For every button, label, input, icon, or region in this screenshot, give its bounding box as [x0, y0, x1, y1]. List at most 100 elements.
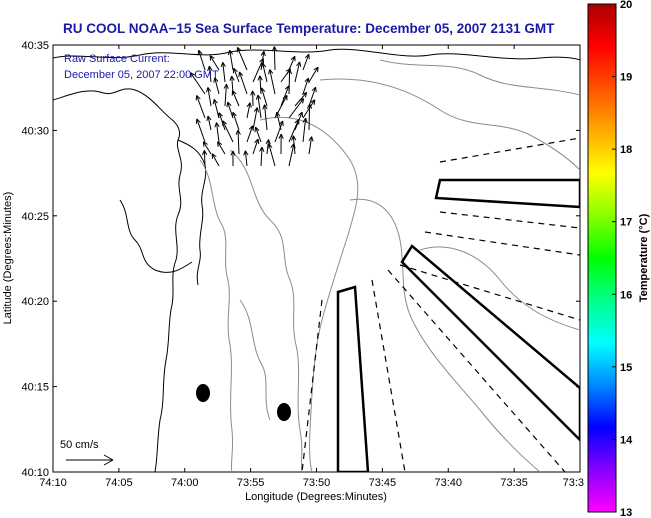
current-vector-arrow — [250, 90, 256, 107]
current-vector-arrow — [212, 99, 220, 119]
current-vector-arrow — [243, 150, 249, 167]
current-vector-arrow — [206, 115, 212, 131]
y-tick-label: 40:30 — [21, 125, 49, 137]
current-vector-arrow — [217, 141, 226, 155]
current-vector-arrow — [238, 71, 248, 95]
current-vector-arrow — [246, 125, 254, 143]
current-vector-arrow — [195, 95, 206, 119]
colorbar — [587, 3, 617, 513]
bathymetry-contour — [259, 116, 359, 472]
map-plot-area — [52, 44, 581, 473]
current-vector-arrow — [223, 83, 229, 107]
bathymetry-contour — [199, 159, 234, 472]
current-vector-arrow — [255, 94, 262, 119]
y-axis-ticks: 40:35 40:30 40:25 40:20 40:15 40:10 — [21, 40, 580, 479]
coastline-inner-bay — [119, 199, 193, 273]
current-vector-arrow — [213, 77, 220, 95]
colorbar-tick-label: 18 — [620, 144, 632, 156]
current-vector-arrow — [254, 126, 262, 143]
scale-label: 50 cm/s — [60, 439, 99, 451]
station-marker — [196, 384, 210, 402]
x-tick-label: 73:50 — [303, 477, 331, 489]
radar-sector-southeast — [400, 244, 580, 442]
current-vector-arrow — [302, 77, 310, 95]
x-axis-label: Longitude (Degrees:Minutes) — [245, 491, 387, 503]
current-vector-arrow — [288, 98, 305, 119]
current-vector-arrow — [195, 118, 206, 143]
current-vector-arrow — [278, 133, 284, 155]
current-vector-arrow — [308, 66, 319, 83]
current-vector-arrow — [222, 120, 234, 143]
colorbar-tick-label: 13 — [620, 507, 632, 518]
bathymetry-contour — [319, 78, 580, 171]
colorbar-tick-label: 19 — [620, 72, 632, 84]
current-vector-arrow — [202, 141, 212, 155]
current-vector-arrow — [288, 55, 296, 71]
coastline-sandy-hook — [177, 139, 207, 286]
radar-sector-south — [336, 285, 370, 472]
current-vector-arrow — [260, 87, 268, 107]
current-vector-arrow — [197, 49, 206, 71]
current-vector-arrow — [308, 136, 314, 155]
current-vector-arrow — [230, 150, 236, 167]
current-vector-arrow — [231, 90, 240, 107]
x-tick-label: 73:3 — [563, 477, 584, 489]
current-vector-arrow — [268, 69, 276, 95]
current-vector-arrow — [246, 102, 252, 119]
y-tick-label: 40:15 — [21, 382, 49, 394]
y-tick-label: 40:10 — [21, 467, 49, 479]
current-vector-arrow — [294, 61, 302, 83]
current-vector-arrow — [302, 99, 316, 119]
current-vector-arrow — [302, 53, 310, 71]
radar-sector-east — [434, 178, 580, 209]
colorbar-label: Temperature (°C) — [638, 213, 650, 302]
map-title: RU COOL NOAA−15 Sea Surface Temperature:… — [63, 21, 555, 36]
current-vector-arrow — [214, 122, 220, 143]
colorbar-tick-label: 15 — [620, 362, 632, 374]
y-axis-label: Latitude (Degrees:Minutes) — [2, 192, 14, 325]
x-tick-label: 73:55 — [237, 477, 265, 489]
x-tick-label: 74:00 — [171, 477, 199, 489]
current-vector-arrow — [261, 62, 268, 83]
x-tick-label: 73:40 — [434, 477, 462, 489]
current-vector-arrow — [306, 103, 313, 131]
current-vector-arrow — [267, 143, 276, 167]
map-content — [53, 46, 580, 472]
x-tick-label: 74:10 — [39, 477, 67, 489]
current-vector-arrow — [271, 46, 278, 71]
current-vector-arrow — [308, 86, 317, 107]
current-vector-arrow — [288, 119, 300, 143]
current-vector-arrow — [302, 117, 308, 143]
current-vector-arrow — [294, 91, 308, 107]
coastline-nj — [53, 88, 182, 472]
y-tick-label: 40:25 — [21, 211, 49, 223]
bathymetry-contour — [419, 246, 580, 331]
current-vector-arrow — [201, 150, 208, 167]
current-vector-arrow — [252, 107, 260, 131]
colorbar-tick-label: 17 — [620, 217, 632, 229]
current-vector-arrow — [274, 120, 284, 143]
current-vector-arrow — [232, 67, 240, 83]
current-vector-arrow — [220, 62, 226, 83]
current-vector-arrow — [259, 146, 265, 167]
current-vector-arrow — [252, 58, 265, 83]
bathymetry-contour — [349, 198, 541, 472]
current-vector-arrow — [211, 153, 220, 167]
x-tick-label: 73:35 — [500, 477, 528, 489]
bathymetry-contour — [239, 299, 271, 421]
surface-current-vectors — [189, 46, 319, 167]
current-vector-arrow — [235, 129, 241, 155]
current-vector-arrow — [189, 72, 206, 95]
radar-beam-lines — [301, 137, 580, 472]
current-vector-arrow — [231, 111, 240, 131]
coastline-long-island — [53, 48, 580, 61]
current-annotation-line2: December 05, 2007 22:00 GMT — [64, 69, 219, 81]
current-vector-arrow — [236, 47, 248, 71]
current-vector-arrow — [252, 138, 260, 155]
current-vector-arrow — [218, 112, 226, 131]
bathymetry-contour — [379, 59, 580, 96]
y-tick-label: 40:35 — [21, 40, 49, 52]
current-vector-arrow — [227, 49, 234, 71]
current-vector-arrow — [205, 87, 212, 107]
